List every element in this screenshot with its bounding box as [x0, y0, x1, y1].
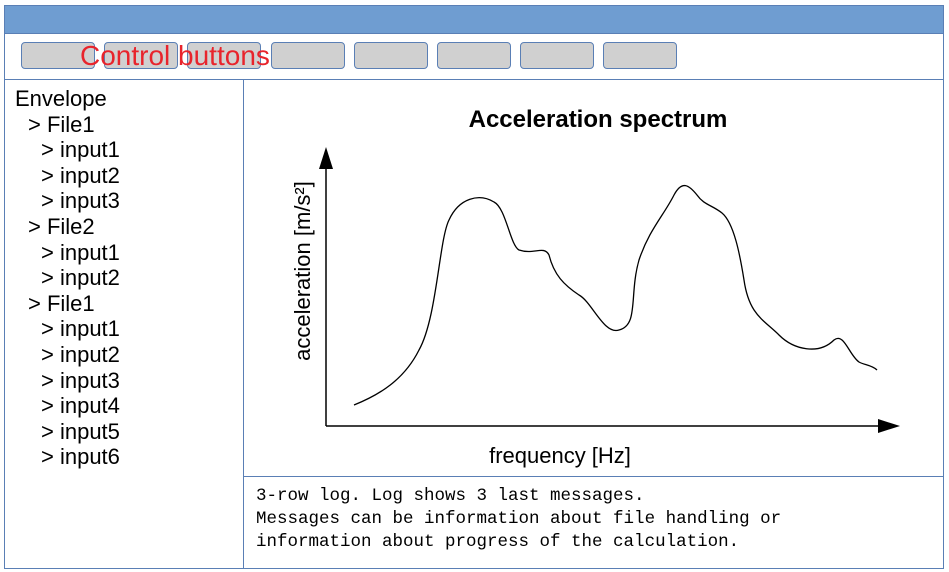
tree-item-input[interactable]: > input3	[41, 367, 120, 393]
tree-item-input[interactable]: > input1	[41, 316, 120, 342]
control-toolbar: Control buttons	[5, 34, 943, 80]
tree-item-file[interactable]: > File2	[28, 213, 95, 239]
chart-title: Acceleration spectrum	[469, 106, 728, 133]
control-button-4[interactable]	[271, 42, 345, 69]
y-axis-label: acceleration [m/s²]	[290, 181, 315, 361]
y-axis-arrow	[319, 147, 333, 169]
x-axis-label: frequency [Hz]	[489, 443, 631, 468]
tree-item-input[interactable]: > input4	[41, 393, 120, 419]
tree-item-input[interactable]: > input2	[41, 162, 120, 188]
control-button-6[interactable]	[437, 42, 511, 69]
control-button-3[interactable]	[187, 42, 261, 69]
tree-item-input[interactable]: > input5	[41, 418, 120, 444]
control-button-8[interactable]	[603, 42, 677, 69]
log-message: Messages can be information about file h…	[256, 509, 782, 529]
x-axis-arrow	[878, 419, 900, 433]
tree-item-file[interactable]: > File1	[28, 111, 95, 137]
control-button-2[interactable]	[104, 42, 178, 69]
spectrum-curve	[353, 184, 878, 406]
tree-item-input[interactable]: > input1	[41, 137, 120, 163]
application-window: Control buttons Envelope > File1 > input1 >…	[4, 5, 944, 569]
control-button-1[interactable]	[21, 42, 95, 69]
log-message: 3-row log. Log shows 3 last messages.	[256, 486, 645, 506]
message-log: 3-row log. Log shows 3 last messages. Mes…	[244, 477, 943, 568]
chart-pane: Acceleration spectrum acceleration [m/s²…	[244, 80, 943, 477]
tree-item-input[interactable]: > input3	[41, 188, 120, 214]
control-button-5[interactable]	[354, 42, 428, 69]
file-tree: Envelope > File1 > input1 > input2 > input3 >…	[5, 80, 244, 568]
tree-item-root[interactable]: Envelope	[15, 86, 107, 111]
tree-item-input[interactable]: > input2	[41, 265, 120, 291]
acceleration-spectrum-chart: Acceleration spectrum acceleration [m/s²…	[290, 106, 900, 468]
tree-item-input[interactable]: > input1	[41, 239, 120, 265]
log-message: information about progress of the calcul…	[256, 532, 740, 552]
title-bar	[5, 6, 943, 34]
tree-item-input[interactable]: > input6	[41, 444, 120, 470]
tree-item-file[interactable]: > File1	[28, 290, 95, 316]
control-button-7[interactable]	[520, 42, 594, 69]
tree-item-input[interactable]: > input2	[41, 341, 120, 367]
